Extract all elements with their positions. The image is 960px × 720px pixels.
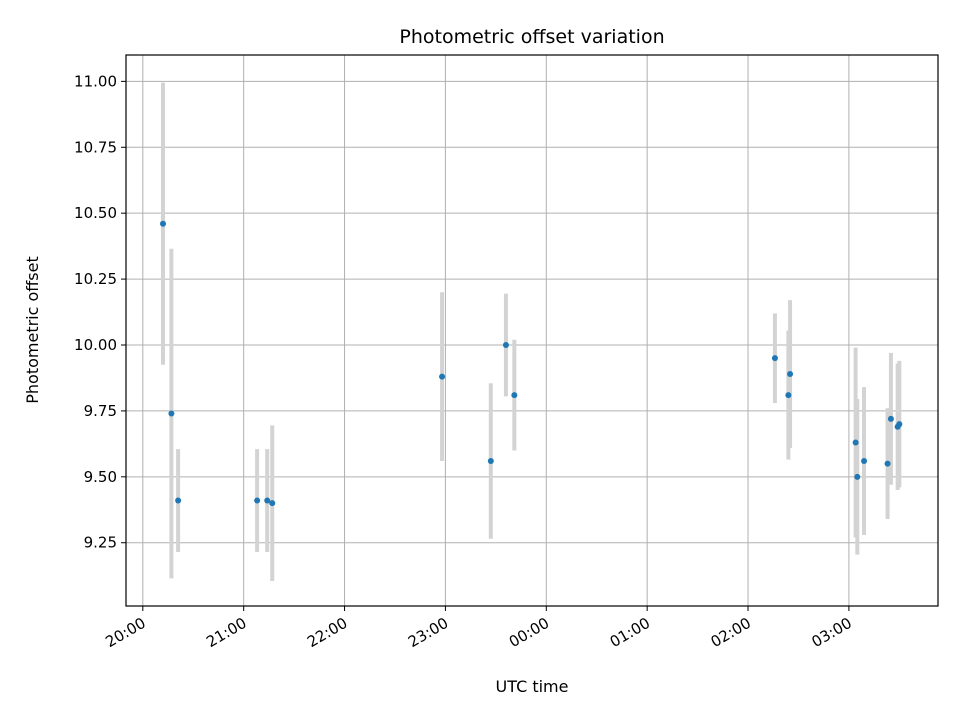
data-point (254, 497, 261, 504)
y-axis-ticks: 9.25 9.50 9.75 10.00 10.25 10.50 10.75 11.00 (74, 72, 126, 552)
data-point (785, 392, 792, 399)
y-tick-label: 11.00 (74, 72, 117, 90)
data-point (487, 458, 494, 464)
data-point (887, 415, 894, 422)
plot-frame (125, 54, 939, 607)
x-axis-label: UTC time (496, 677, 569, 696)
data-point (884, 460, 891, 467)
y-tick-label: 9.25 (84, 534, 117, 552)
data-point (175, 497, 182, 504)
data-point (168, 410, 175, 417)
data-point (854, 473, 861, 480)
data-point (511, 392, 518, 399)
data-point (269, 500, 276, 507)
y-tick-label: 10.50 (74, 204, 117, 222)
y-tick-label: 9.50 (84, 468, 117, 486)
data-point (159, 220, 166, 227)
chart-title: Photometric offset variation (399, 26, 664, 48)
data-point (502, 342, 509, 348)
grid (126, 55, 938, 606)
y-tick-label: 10.75 (74, 138, 117, 156)
data-point (439, 373, 446, 380)
y-tick-label: 10.25 (74, 270, 117, 288)
data-point (787, 371, 794, 377)
y-tick-label: 10.00 (74, 336, 117, 354)
y-tick-label: 9.75 (84, 402, 117, 420)
data-point (264, 497, 271, 504)
data-point (771, 355, 778, 362)
data-points (159, 220, 903, 507)
y-axis-label: Photometric offset (23, 256, 42, 404)
data-point (852, 439, 859, 446)
data-point (861, 458, 868, 464)
data-point (896, 421, 903, 428)
